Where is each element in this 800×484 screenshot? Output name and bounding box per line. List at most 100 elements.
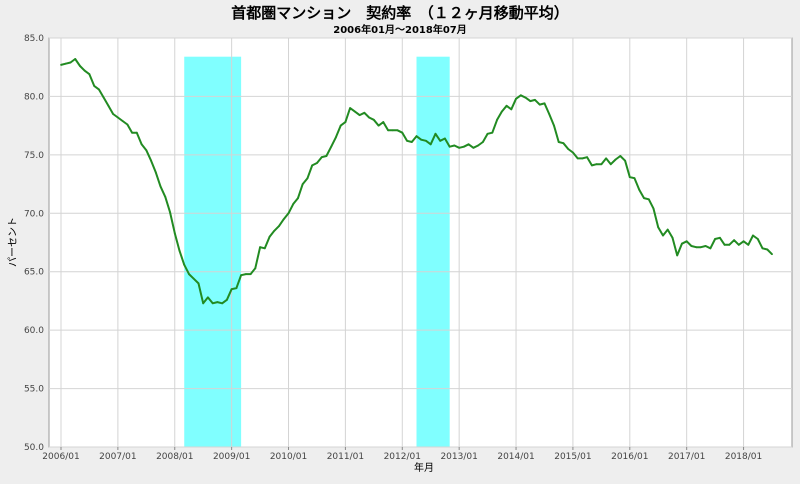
data-point [207,296,209,299]
data-point [273,229,276,232]
data-point [391,129,394,132]
data-point [235,287,238,289]
x-tick-label: 2006/01 [42,452,79,462]
x-tick-label: 2009/01 [213,452,250,462]
data-point [358,114,361,116]
data-point [320,156,323,159]
data-point [415,135,418,138]
data-point [268,235,271,238]
y-tick-label: 80.0 [24,92,44,102]
x-axis-label: 年月 [414,461,434,474]
data-point [301,183,304,186]
data-point [60,64,62,66]
y-tick-label: 55.0 [24,385,44,395]
data-point [709,247,712,250]
data-point [614,158,617,161]
series-layer [60,58,773,305]
data-point [354,110,356,113]
data-point [505,104,508,107]
data-point [666,228,669,231]
data-point [747,243,750,246]
data-point [325,155,328,157]
data-point [377,124,380,127]
data-point [316,162,318,164]
data-point [306,177,309,180]
data-point [425,139,427,142]
data-point [349,107,351,109]
data-point [188,273,190,275]
y-tick-label: 60.0 [24,326,44,336]
data-point [671,236,674,239]
data-point [126,123,129,126]
data-point [766,248,769,251]
data-point [685,240,688,243]
data-point [254,267,257,270]
data-point [591,164,593,167]
data-point [605,157,607,160]
data-point [230,288,233,291]
data-point [458,146,461,149]
x-tick-label: 2012/01 [384,452,421,462]
chart-title: 首都圏マンション 契約率 （１２ヶ月移動平均） [231,4,569,22]
data-point [771,253,773,256]
data-point [216,301,219,303]
data-point [695,246,698,249]
data-point [79,65,81,67]
data-point [249,273,252,275]
data-point [263,247,266,250]
data-point [737,243,740,246]
y-tick-label: 50.0 [24,443,44,453]
data-point [245,273,247,275]
data-point [482,141,484,143]
data-point [491,131,494,134]
data-point [529,100,532,102]
data-point [221,302,224,305]
data-point [339,124,342,127]
data-point [524,96,527,99]
data-point [150,159,153,162]
data-point [761,247,764,250]
data-point [240,274,243,277]
data-point [183,263,186,266]
data-point [609,163,612,166]
data-point [557,141,560,143]
data-point [643,197,645,200]
data-point [69,61,72,64]
data-point [211,302,214,305]
data-point [140,143,143,146]
data-point [742,240,745,243]
data-point [538,103,541,106]
data-point [278,225,280,228]
data-point [154,171,157,174]
data-point [723,243,726,246]
data-point [344,121,347,123]
data-point [135,131,138,134]
data-point [88,73,91,76]
data-point [107,104,110,107]
x-tick-label: 2010/01 [270,452,307,462]
data-point [595,163,598,166]
data-point [448,145,451,148]
data-point [434,132,437,135]
data-point [439,139,442,142]
data-point [752,234,754,237]
data-point [131,131,134,134]
data-point [515,97,517,100]
x-tick-label: 2016/01 [611,452,648,462]
data-point [382,121,385,123]
y-axis-label: パーセント [7,217,19,267]
data-point [700,246,702,249]
data-point [463,145,465,148]
data-point [576,157,579,160]
data-point [259,246,261,249]
y-tick-label: 75.0 [24,151,44,161]
data-point [93,85,96,87]
data-point [145,149,148,152]
data-point [543,102,546,105]
data-point [410,141,413,143]
data-point [117,116,119,119]
data-point [690,245,693,247]
data-point [510,108,513,111]
data-point [64,62,67,65]
